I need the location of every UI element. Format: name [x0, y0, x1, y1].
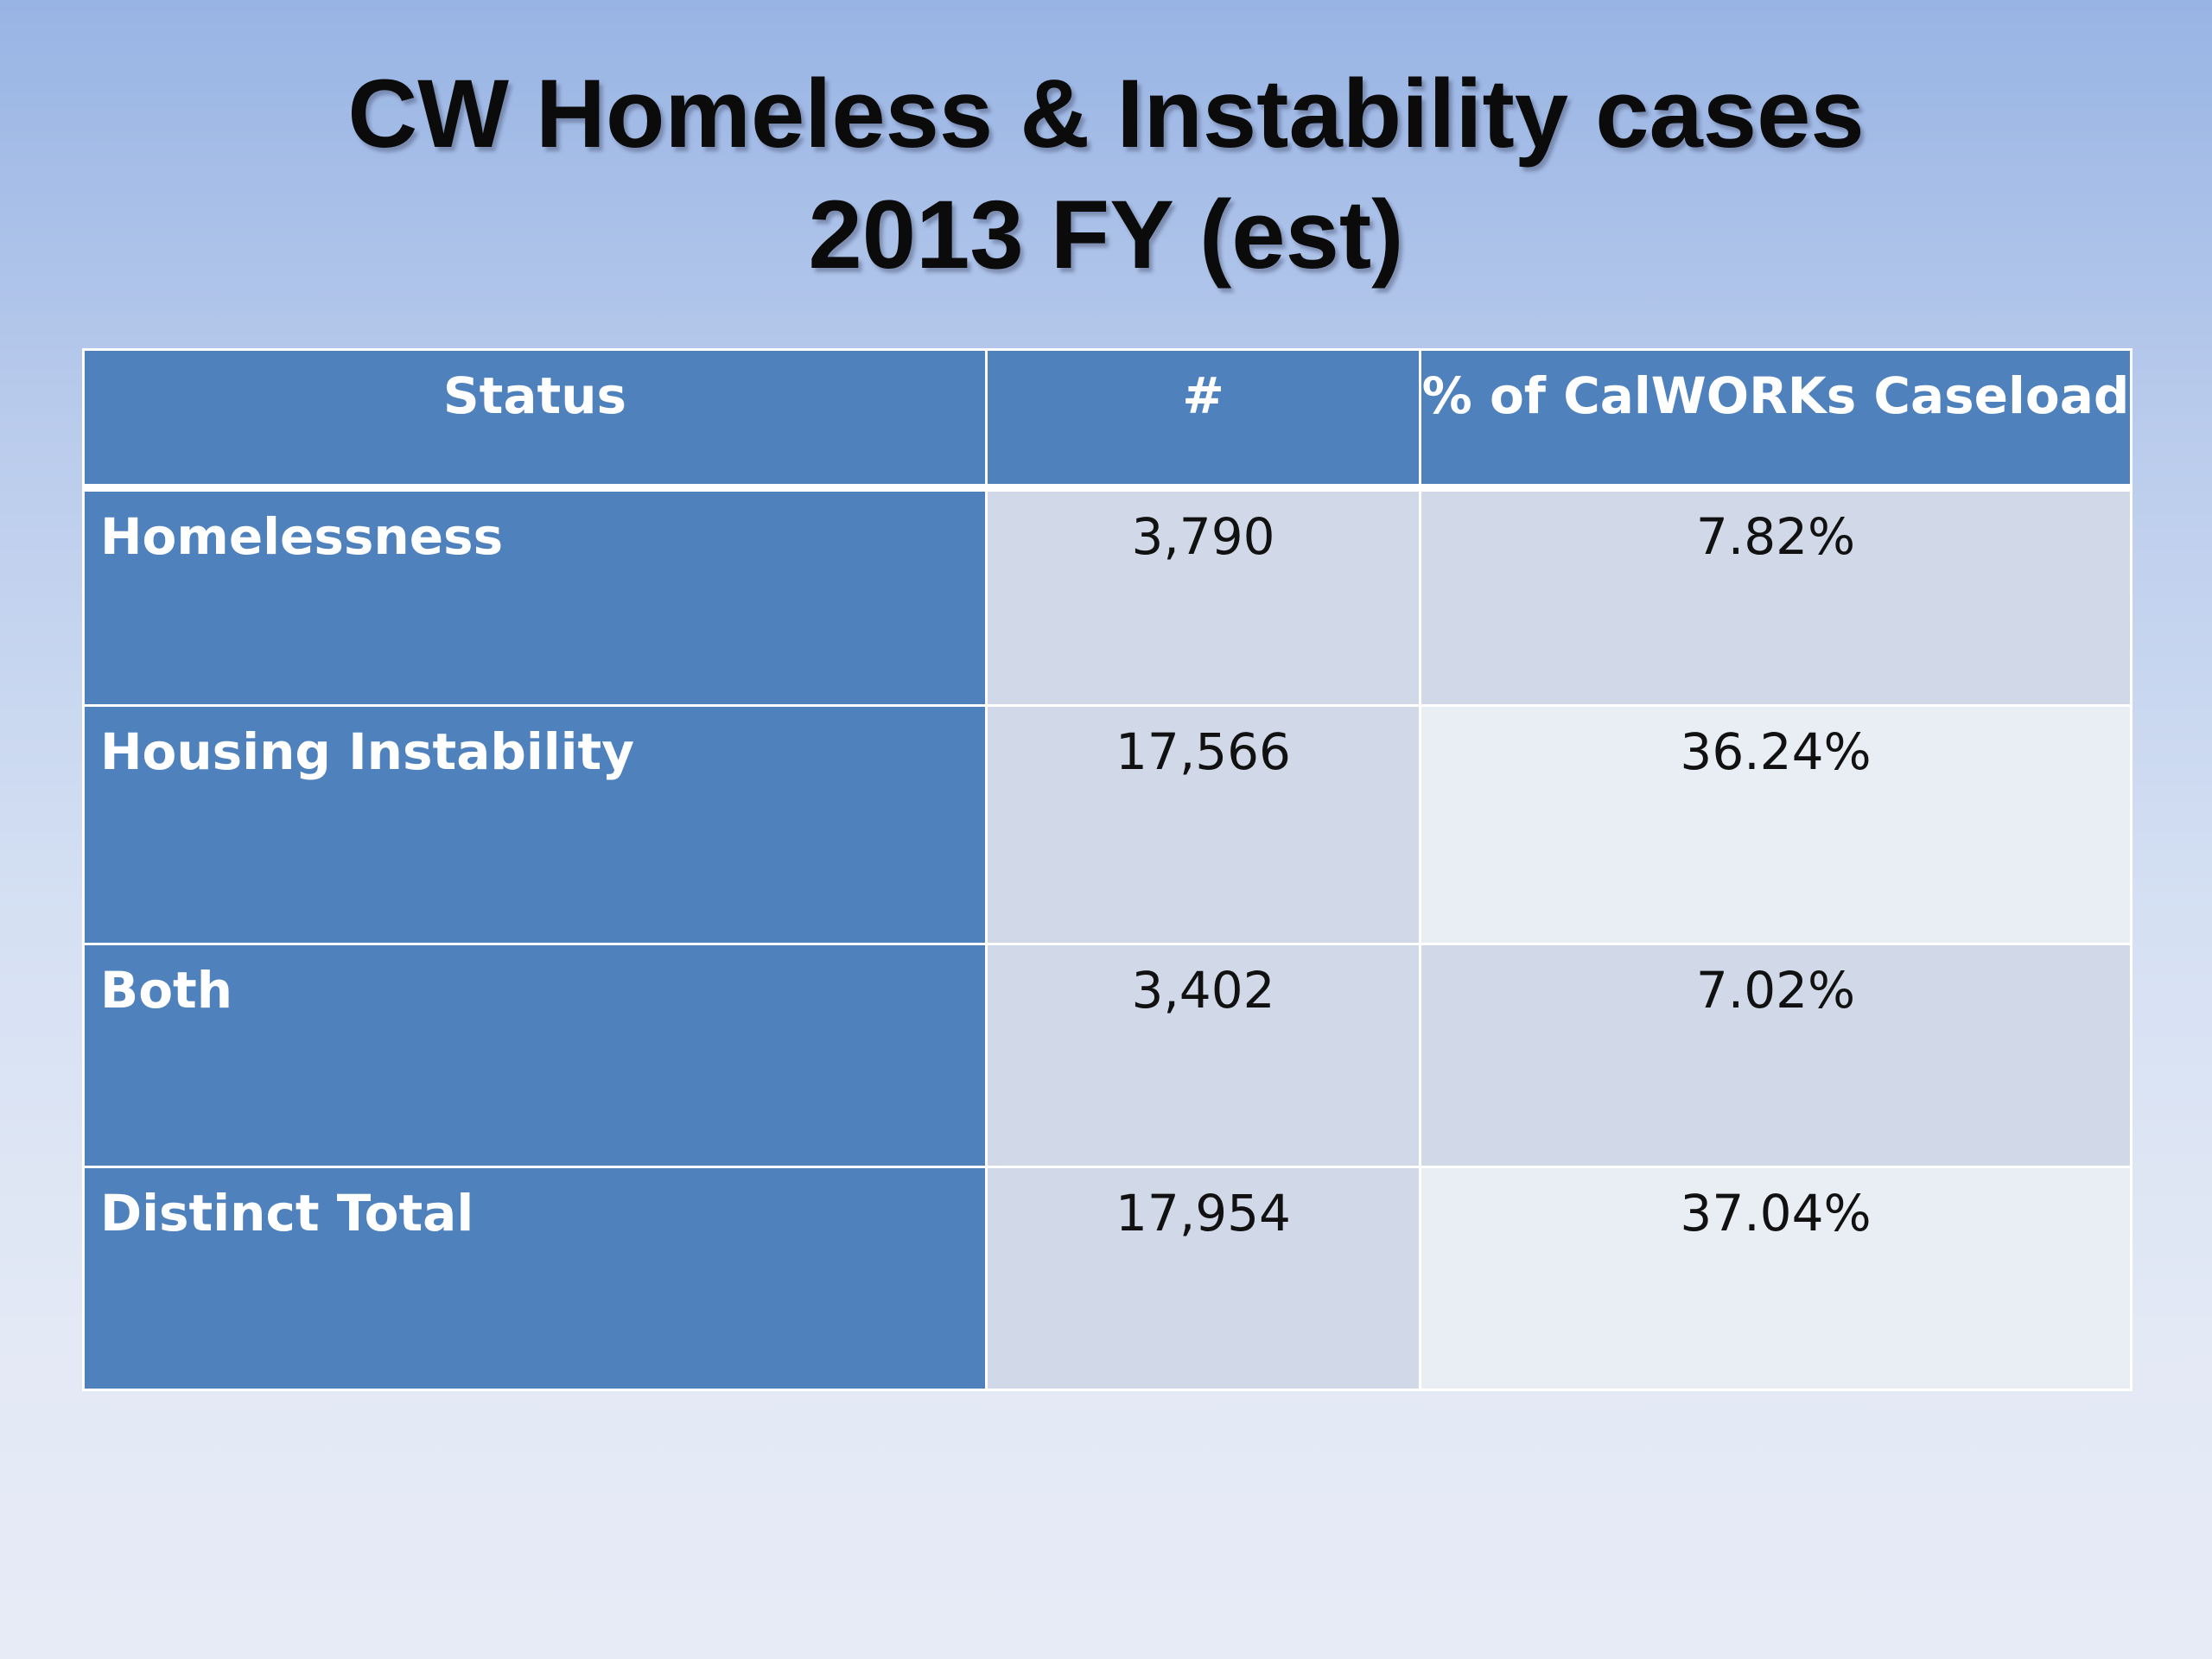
caseload-table: Status # % of CalWORKs Caseload Homeless…	[82, 348, 2133, 1391]
column-header-percent: % of CalWORKs Caseload	[1419, 348, 2133, 492]
count-cell: 17,954	[985, 1166, 1421, 1391]
count-cell: 3,402	[985, 943, 1421, 1168]
column-header-status: Status	[82, 348, 988, 492]
count-cell: 17,566	[985, 704, 1421, 945]
percent-cell: 7.82%	[1419, 486, 2133, 707]
table-header-row: Status # % of CalWORKs Caseload	[82, 348, 2133, 492]
table-row: Distinct Total 17,954 37.04%	[82, 1166, 2133, 1391]
status-cell: Homelessness	[82, 486, 988, 707]
slide-title: CW Homeless & Instability cases 2013 FY …	[0, 54, 2212, 296]
slide-title-line-1: CW Homeless & Instability cases	[347, 60, 1865, 168]
status-cell: Both	[82, 943, 988, 1168]
table-row: Housing Instability 17,566 36.24%	[82, 704, 2133, 945]
percent-cell: 37.04%	[1419, 1166, 2133, 1391]
percent-cell: 36.24%	[1419, 704, 2133, 945]
percent-cell: 7.02%	[1419, 943, 2133, 1168]
column-header-count: #	[985, 348, 1421, 492]
slide-title-line-2: 2013 FY (est)	[808, 181, 1404, 289]
status-cell: Housing Instability	[82, 704, 988, 945]
count-cell: 3,790	[985, 486, 1421, 707]
table-row: Both 3,402 7.02%	[82, 943, 2133, 1168]
status-cell: Distinct Total	[82, 1166, 988, 1391]
table-row: Homelessness 3,790 7.82%	[82, 486, 2133, 707]
